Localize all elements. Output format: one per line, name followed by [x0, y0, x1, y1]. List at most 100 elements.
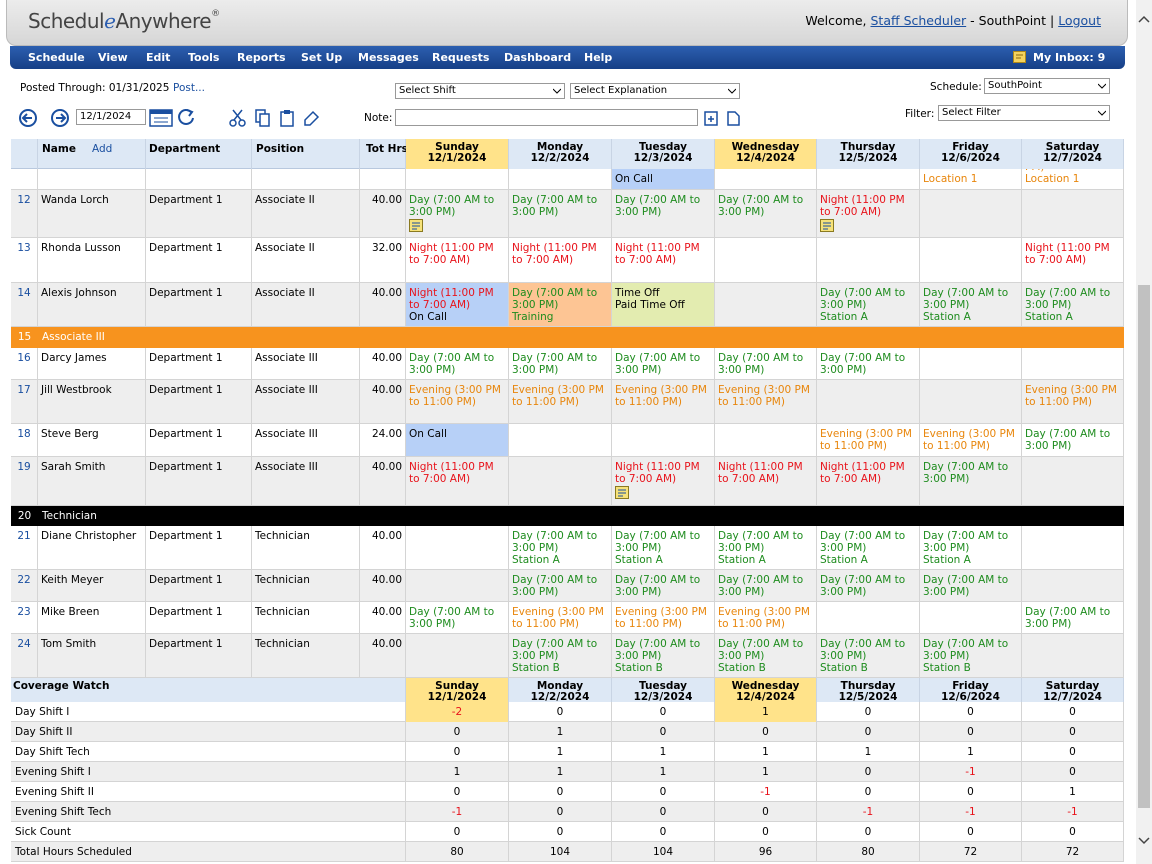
menu-bar [10, 46, 1125, 69]
shift-cell[interactable]: Day (7:00 AM to 3:00 PM) Station A [1022, 283, 1124, 327]
shift-cell[interactable]: Day (7:00 AM to 3:00 PM) [612, 570, 715, 602]
shift-cell[interactable]: On Call [406, 424, 509, 457]
date-input[interactable]: 12/1/2024 [76, 109, 146, 125]
day-date: 12/3/2024 [633, 152, 693, 164]
note-input[interactable] [395, 109, 698, 126]
shift-cell[interactable]: Evening (3:00 PM to 11:00 PM) [509, 602, 612, 634]
filter-select[interactable]: Select Filter [938, 105, 1110, 121]
logout-link[interactable]: Logout [1058, 13, 1101, 28]
schedule-select[interactable]: SouthPoint [984, 78, 1110, 94]
shift-cell[interactable]: Evening (3:00 PM to 11:00 PM) [406, 380, 509, 424]
shift-cell[interactable]: Day (7:00 AM to 3:00 PM) [406, 602, 509, 634]
dropdown-arrow [553, 88, 561, 94]
note-icon[interactable] [820, 219, 834, 232]
shift-cell[interactable]: Day (7:00 AM to 3:00 PM) [817, 570, 920, 602]
menu-item[interactable]: Set Up [301, 51, 343, 64]
shift-cell[interactable]: Day (7:00 AM to 3:00 PM) Station A [817, 283, 920, 327]
shift-cell[interactable]: Day (7:00 AM to 3:00 PM) [817, 348, 920, 380]
shift-cell[interactable]: Evening (3:00 PM to 11:00 PM) [920, 424, 1022, 457]
menu-item[interactable]: Requests [432, 51, 490, 64]
shift-cell[interactable]: Day (7:00 AM to 3:00 PM) Station B [817, 634, 920, 678]
shift-cell[interactable]: Night (11:00 PM to 7:00 AM) On Call [406, 283, 509, 327]
scrollbar-thumb[interactable] [1138, 285, 1150, 808]
note-icons[interactable] [704, 109, 744, 127]
menu-item[interactable]: Help [584, 51, 613, 64]
post-link[interactable]: Post... [173, 82, 205, 94]
shift-cell[interactable]: Night (11:00 PM to 7:00 AM) [817, 190, 920, 238]
menu-item[interactable]: Schedule [28, 51, 85, 64]
nav-icons[interactable] [19, 108, 199, 128]
shift-cell[interactable]: Night (11:00 PM to 7:00 AM) [715, 457, 817, 506]
menu-item[interactable]: Reports [237, 51, 286, 64]
coverage-value: -1 [920, 762, 1022, 782]
scroll-up[interactable] [1138, 14, 1150, 24]
shift-cell[interactable]: Day (7:00 AM to 3:00 PM) [509, 570, 612, 602]
shift-cell[interactable]: Day (7:00 AM to 3:00 PM) Station B [920, 634, 1022, 678]
group-name: Technician [42, 510, 97, 522]
shift-cell[interactable]: Day (7:00 AM to 3:00 PM) [715, 190, 817, 238]
shift-cell[interactable]: PM)Location 1 [1022, 169, 1124, 190]
shift-cell[interactable]: Day (7:00 AM to 3:00 PM) Station A [509, 526, 612, 570]
shift-cell[interactable]: Day (7:00 AM to 3:00 PM) [920, 457, 1022, 506]
shift-cell[interactable]: Night (11:00 PM to 7:00 AM) [406, 457, 509, 506]
shift-cell[interactable]: Day (7:00 AM to 3:00 PM) [1022, 424, 1124, 457]
scroll-down[interactable] [1138, 836, 1150, 846]
shift-text: Night (11:00 PM to 7:00 AM) [409, 287, 494, 311]
user-link[interactable]: Staff Scheduler [870, 13, 967, 28]
shift-cell[interactable]: Day (7:00 AM to 3:00 PM) [612, 190, 715, 238]
shift-cell[interactable]: Day (7:00 AM to 3:00 PM) [509, 348, 612, 380]
shift-cell[interactable]: Evening (3:00 PM to 11:00 PM) [817, 424, 920, 457]
shift-cell[interactable]: Evening (3:00 PM to 11:00 PM) [509, 380, 612, 424]
shift-cell[interactable]: Day (7:00 AM to 3:00 PM) Station B [715, 634, 817, 678]
shift-cell[interactable]: Day (7:00 AM to 3:00 PM) [612, 348, 715, 380]
shift-cell[interactable]: Day (7:00 AM to 3:00 PM) Station A [920, 526, 1022, 570]
row-number-cell: 16 [11, 348, 38, 380]
hours-cell: 40.00 [360, 634, 406, 678]
shift-cell[interactable]: Night (11:00 PM to 7:00 AM) [612, 238, 715, 283]
shift-cell[interactable]: Evening (3:00 PM to 11:00 PM) [612, 602, 715, 634]
shift-cell[interactable]: Night (11:00 PM to 7:00 AM) [612, 457, 715, 506]
shift-cell[interactable]: Day (7:00 AM to 3:00 PM) [715, 348, 817, 380]
menu-item[interactable]: View [98, 51, 128, 64]
col-header: Position [256, 143, 305, 155]
shift-cell[interactable]: Day (7:00 AM to 3:00 PM) [406, 190, 509, 238]
shift-cell[interactable]: Time Off Paid Time Off [612, 283, 715, 327]
coverage-value: 96 [715, 842, 817, 862]
shift-cell[interactable]: Day (7:00 AM to 3:00 PM) Station A [612, 526, 715, 570]
shift-cell[interactable]: Night (11:00 PM to 7:00 AM) [817, 457, 920, 506]
inbox[interactable]: My Inbox: 9 [1033, 51, 1106, 64]
shift-cell[interactable]: Night (11:00 PM to 7:00 AM) [509, 238, 612, 283]
shift-cell[interactable]: Evening (3:00 PM to 11:00 PM) [612, 380, 715, 424]
shift-cell[interactable]: Location 1 [920, 169, 1022, 190]
shift-cell[interactable]: Night (11:00 PM to 7:00 AM) [1022, 238, 1124, 283]
shift-cell[interactable]: Day (7:00 AM to 3:00 PM) [920, 570, 1022, 602]
shift-cell[interactable]: Evening (3:00 PM to 11:00 PM) [715, 380, 817, 424]
shift-cell[interactable]: Evening (3:00 PM to 11:00 PM) [1022, 380, 1124, 424]
explanation-select[interactable]: Select Explanation [570, 83, 740, 99]
empty-cell [817, 380, 920, 424]
shift-cell[interactable]: Day (7:00 AM to 3:00 PM) Station A [715, 526, 817, 570]
edit-icons[interactable] [229, 108, 321, 128]
shift-cell[interactable]: Day (7:00 AM to 3:00 PM) Station B [509, 634, 612, 678]
shift-cell[interactable]: Day (7:00 AM to 3:00 PM) [715, 570, 817, 602]
menu-item[interactable]: Messages [358, 51, 419, 64]
add-link[interactable]: Add [92, 143, 113, 155]
shift-cell[interactable]: Night (11:00 PM to 7:00 AM) [406, 238, 509, 283]
shift-cell[interactable]: Day (7:00 AM to 3:00 PM) Station A [920, 283, 1022, 327]
shift-cell[interactable]: Day (7:00 AM to 3:00 PM) [509, 190, 612, 238]
shift-select[interactable]: Select Shift [395, 83, 565, 99]
menu-item[interactable]: Edit [146, 51, 171, 64]
shift-cell[interactable]: Day (7:00 AM to 3:00 PM) Station A [817, 526, 920, 570]
menu-item[interactable]: Dashboard [504, 51, 572, 64]
shift-cell[interactable]: Day (7:00 AM to 3:00 PM) Station B [612, 634, 715, 678]
note-icon[interactable] [615, 486, 629, 499]
shift-cell[interactable]: Day (7:00 AM to 3:00 PM) Training [509, 283, 612, 327]
shift-cell[interactable]: On Call [612, 169, 715, 190]
shift-cell[interactable]: Evening (3:00 PM to 11:00 PM) [715, 602, 817, 634]
menu-item[interactable]: Tools [188, 51, 220, 64]
shift-cell[interactable]: Day (7:00 AM to 3:00 PM) [1022, 602, 1124, 634]
shift-cell[interactable]: Day (7:00 AM to 3:00 PM) [406, 348, 509, 380]
note-icon[interactable] [409, 219, 423, 232]
schedule-row: 24 Tom Smith Department 1 Technician 40.00 Da… [11, 634, 1124, 678]
